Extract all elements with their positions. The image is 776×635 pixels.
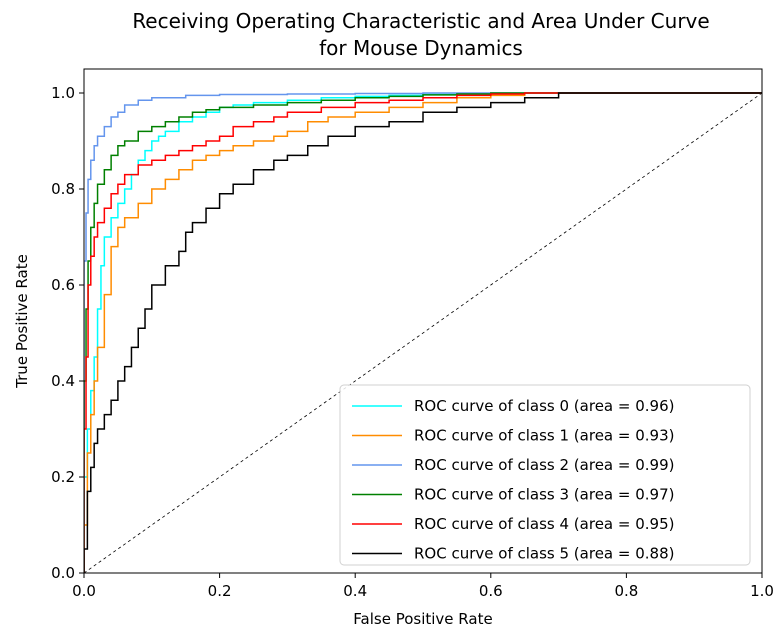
x-tick-label: 0.2 <box>208 582 232 600</box>
chart-title-line-1: Receiving Operating Characteristic and A… <box>132 9 709 33</box>
chart-title-line-2: for Mouse Dynamics <box>319 36 523 60</box>
x-axis-label: False Positive Rate <box>353 610 492 628</box>
y-tick-label: 0.2 <box>51 468 75 486</box>
roc-curve-class-2 <box>84 92 762 573</box>
y-tick-label: 0.8 <box>51 180 75 198</box>
legend-box <box>339 384 751 566</box>
x-tick-label: 0.0 <box>72 582 96 600</box>
x-axis-ticks: 0.0 0.2 0.4 0.6 0.8 1.0 <box>72 573 774 600</box>
legend-label-class-4: ROC curve of class 4 (area = 0.95) <box>414 515 674 533</box>
legend-label-class-2: ROC curve of class 2 (area = 0.99) <box>414 456 674 474</box>
y-axis-ticks: 0.0 0.2 0.4 0.6 0.8 1.0 <box>51 84 84 582</box>
legend-label-class-0: ROC curve of class 0 (area = 0.96) <box>414 397 674 415</box>
y-tick-label: 0.6 <box>51 276 75 294</box>
roc-curve-class-5 <box>84 92 762 573</box>
y-axis-label: True Positive Rate <box>13 254 31 389</box>
x-tick-label: 0.8 <box>614 582 638 600</box>
y-tick-label: 1.0 <box>51 84 75 102</box>
diagonal-reference-layer <box>84 92 762 573</box>
roc-series-layer <box>84 92 762 573</box>
x-tick-label: 1.0 <box>750 582 774 600</box>
legend-label-class-1: ROC curve of class 1 (area = 0.93) <box>414 427 674 445</box>
roc-curve-class-3 <box>84 92 762 573</box>
legend-label-class-3: ROC curve of class 3 (area = 0.97) <box>414 486 674 504</box>
chart-legend: ROC curve of class 0 (area = 0.96) ROC cu… <box>339 384 751 566</box>
y-tick-label: 0.4 <box>51 372 75 390</box>
roc-curve-class-1 <box>84 92 762 573</box>
chart-title: Receiving Operating Characteristic and A… <box>132 9 709 60</box>
diagonal-reference-line <box>84 92 762 573</box>
x-tick-label: 0.4 <box>343 582 367 600</box>
x-tick-label: 0.6 <box>479 582 503 600</box>
roc-curve-class-4 <box>84 92 762 573</box>
plot-area-frame <box>83 68 763 574</box>
y-tick-label: 0.0 <box>51 564 75 582</box>
legend-label-class-5: ROC curve of class 5 (area = 0.88) <box>414 545 674 563</box>
